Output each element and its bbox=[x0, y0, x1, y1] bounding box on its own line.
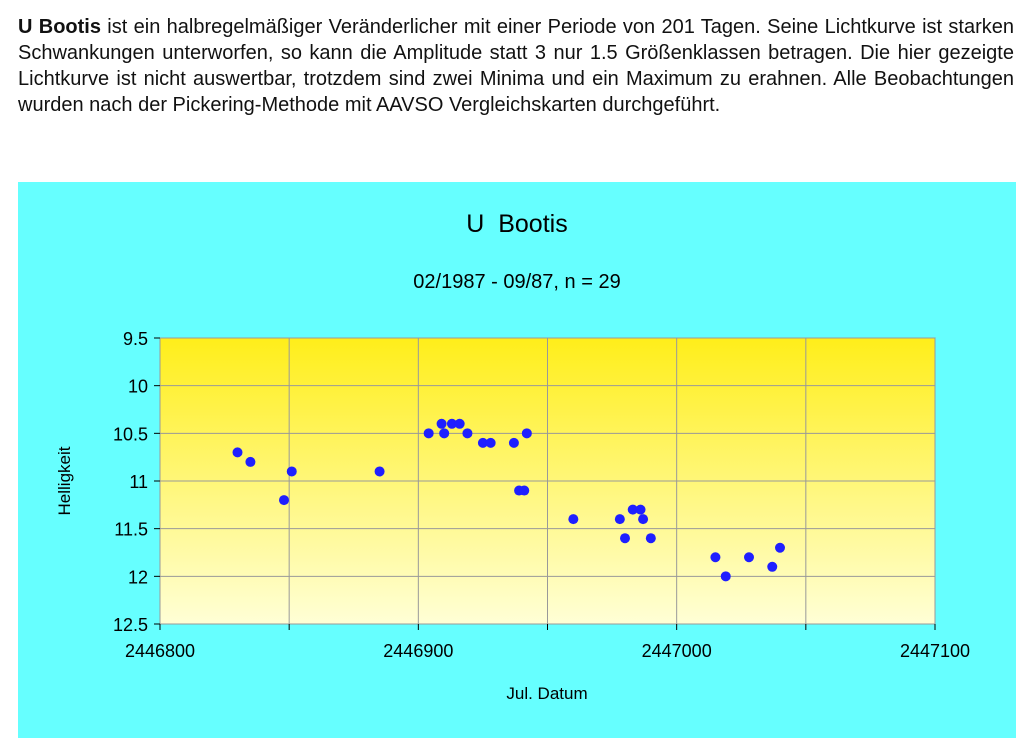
y-axis-label: Helligkeit bbox=[55, 446, 74, 515]
data-point bbox=[446, 418, 457, 429]
y-tick-label: 12 bbox=[128, 567, 148, 587]
data-point bbox=[245, 456, 256, 467]
data-point bbox=[454, 418, 465, 429]
data-point bbox=[568, 514, 579, 525]
y-axis-ticks: 9.5 10 10.5 11 11.5 12 12.5 bbox=[113, 329, 160, 635]
y-tick-label: 10 bbox=[128, 377, 148, 397]
y-tick-label: 9.5 bbox=[123, 329, 148, 349]
data-point bbox=[645, 533, 656, 544]
data-point bbox=[279, 495, 289, 506]
data-point bbox=[439, 428, 450, 439]
chart-subtitle: 02/1987 - 09/87, n = 29 bbox=[413, 271, 620, 293]
data-point bbox=[519, 485, 530, 496]
chart-panel: U Bootis 02/1987 - 09/87, n = 29 9.5 10 10… bbox=[18, 182, 1016, 738]
data-point bbox=[635, 504, 646, 515]
y-tick-label: 10.5 bbox=[113, 424, 148, 444]
data-point bbox=[521, 428, 532, 439]
x-axis-ticks: 2446800 2446900 2447000 2447100 bbox=[125, 624, 970, 661]
y-tick-label: 11 bbox=[129, 472, 148, 492]
data-point bbox=[620, 533, 630, 544]
data-point bbox=[627, 504, 638, 515]
data-point bbox=[614, 514, 625, 525]
data-point bbox=[508, 437, 519, 448]
data-point bbox=[477, 437, 488, 448]
x-tick-label: 2447100 bbox=[900, 641, 970, 661]
light-curve-chart: U Bootis 02/1987 - 09/87, n = 29 9.5 10 10… bbox=[18, 182, 1016, 738]
data-point bbox=[485, 437, 496, 448]
data-point bbox=[436, 418, 447, 429]
data-point bbox=[767, 561, 778, 572]
intro-paragraph: U Bootis ist ein halbregelmäßiger Veränd… bbox=[18, 14, 1014, 118]
intro-text: ist ein halbregelmäßiger Veränderlicher … bbox=[18, 16, 1015, 116]
data-point bbox=[720, 571, 731, 582]
data-point bbox=[286, 466, 297, 477]
y-tick-label: 12.5 bbox=[113, 615, 148, 635]
x-tick-label: 2446800 bbox=[125, 641, 195, 661]
data-point bbox=[710, 552, 721, 563]
data-point bbox=[462, 428, 473, 439]
data-point bbox=[775, 542, 785, 553]
data-point bbox=[232, 447, 243, 458]
y-tick-label: 11.5 bbox=[114, 520, 148, 540]
data-point bbox=[423, 428, 434, 439]
data-point bbox=[374, 466, 385, 477]
x-axis-label: Jul. Datum bbox=[506, 684, 587, 703]
intro-star-name: U Bootis bbox=[18, 16, 101, 38]
x-tick-label: 2446900 bbox=[383, 641, 453, 661]
data-point bbox=[638, 514, 649, 525]
data-point bbox=[744, 552, 754, 563]
x-tick-label: 2447000 bbox=[642, 641, 712, 661]
data-points bbox=[232, 418, 785, 582]
chart-title: U Bootis bbox=[466, 210, 567, 238]
